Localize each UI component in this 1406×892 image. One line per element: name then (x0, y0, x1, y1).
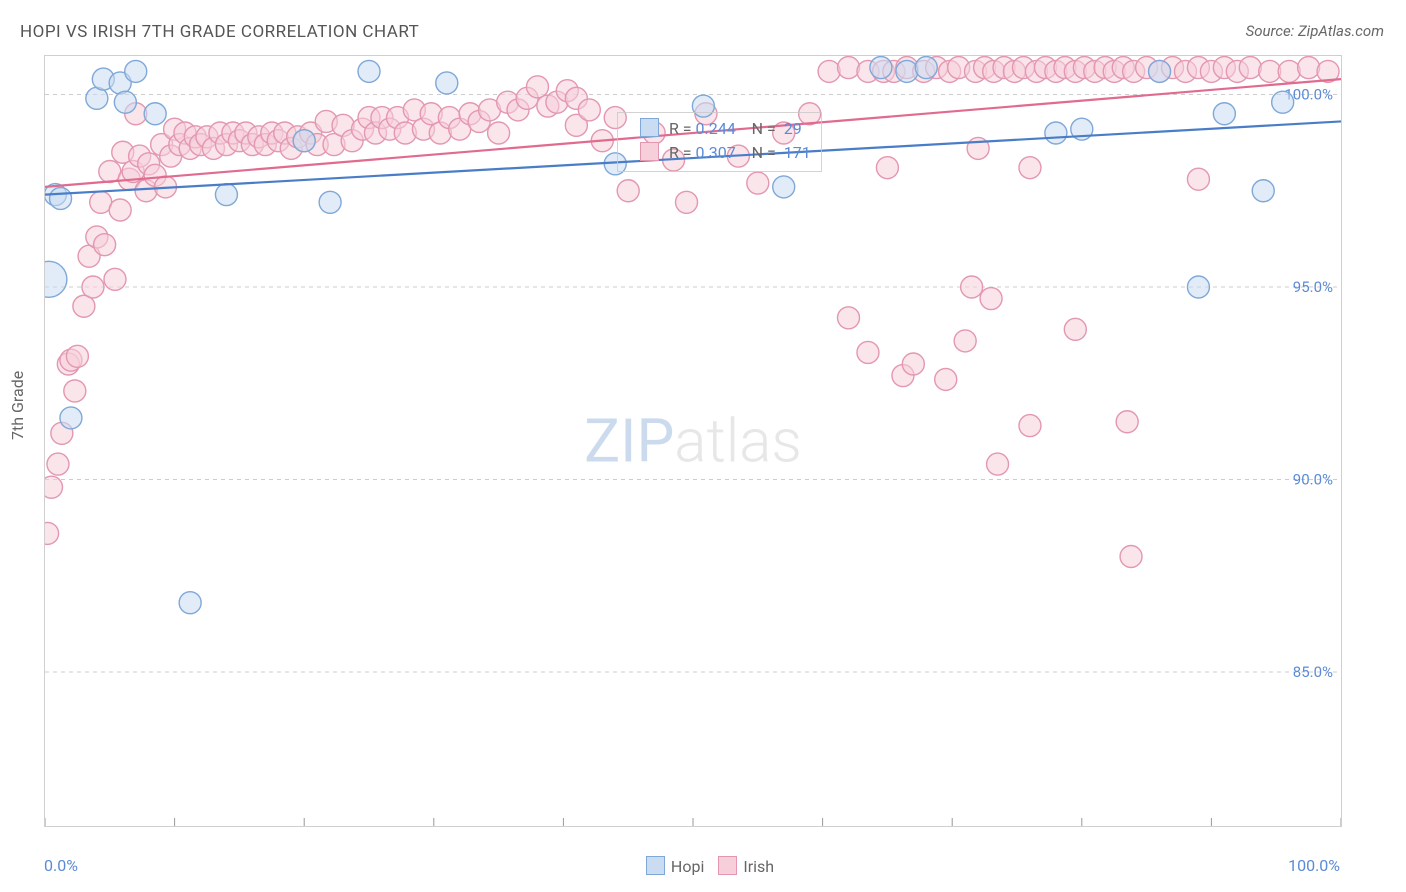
irish-point (1120, 546, 1142, 568)
y-tick-label: 95.0% (1293, 278, 1333, 296)
irish-point (99, 161, 121, 183)
hopi-point (319, 191, 341, 213)
series-legend: Hopi Irish (0, 856, 1406, 876)
irish-point (1239, 57, 1261, 79)
irish-point (82, 276, 104, 298)
irish-point (747, 172, 769, 194)
legend-item: Hopi (632, 857, 704, 876)
hopi-point (1252, 180, 1274, 202)
hopi-point (436, 72, 458, 94)
irish-point (980, 288, 1002, 310)
irish-point (1259, 60, 1281, 82)
y-tick-label: 90.0% (1293, 471, 1333, 489)
hopi-point (773, 176, 795, 198)
hopi-point (1272, 91, 1294, 113)
irish-point (838, 307, 860, 329)
irish-point (876, 157, 898, 179)
irish-point (1116, 411, 1138, 433)
hopi-point (60, 407, 82, 429)
hopi-point (1213, 103, 1235, 125)
irish-point (987, 453, 1009, 475)
irish-point (1019, 157, 1041, 179)
y-axis-label: 7th Grade (8, 371, 27, 440)
hopi-point (179, 592, 201, 614)
irish-point (617, 180, 639, 202)
r-value: 0.307 (696, 143, 736, 162)
legend-series-name: Irish (743, 857, 774, 876)
hopi-point (144, 103, 166, 125)
hopi-point (293, 130, 315, 152)
irish-point (676, 191, 698, 213)
n-label: N = (752, 119, 776, 138)
irish-point (578, 99, 600, 121)
source-label: Source: ZipAtlas.com (1246, 22, 1384, 40)
n-label: N = (752, 143, 776, 162)
plot-area: 85.0%90.0%95.0%100.0% ZIPatlas R = 0.244… (44, 55, 1342, 827)
legend-row: R = 0.307 N = 171 (626, 141, 811, 165)
irish-point (94, 234, 116, 256)
irish-point (1278, 60, 1300, 82)
hopi-point (870, 57, 892, 79)
irish-point (45, 476, 62, 498)
irish-point (1298, 57, 1320, 79)
hopi-point (896, 60, 918, 82)
irish-point (935, 368, 957, 390)
hopi-point (1187, 276, 1209, 298)
hopi-point (915, 57, 937, 79)
irish-point (1064, 318, 1086, 340)
hopi-point (358, 60, 380, 82)
hopi-point (45, 261, 67, 297)
legend-swatch (640, 118, 659, 137)
hopi-point (1045, 122, 1067, 144)
legend-item: Irish (704, 857, 774, 876)
irish-point (45, 522, 59, 544)
legend-swatch (646, 856, 665, 875)
hopi-point (1149, 60, 1171, 82)
irish-point (857, 341, 879, 363)
hopi-point (114, 91, 136, 113)
irish-point (104, 268, 126, 290)
irish-point (66, 345, 88, 367)
irish-point (109, 199, 131, 221)
hopi-point (125, 60, 147, 82)
legend-swatch (718, 856, 737, 875)
irish-point (1019, 415, 1041, 437)
r-value: 0.244 (696, 119, 736, 138)
r-label: R = (669, 143, 692, 162)
irish-point (488, 122, 510, 144)
irish-point (838, 57, 860, 79)
legend-swatch (640, 142, 659, 161)
correlation-legend: R = 0.244 N = 29 R = 0.307 N = 171 (617, 112, 822, 172)
legend-row: R = 0.244 N = 29 (626, 117, 811, 141)
irish-point (954, 330, 976, 352)
irish-point (64, 380, 86, 402)
irish-point (818, 60, 840, 82)
irish-point (90, 191, 112, 213)
n-value: 29 (784, 119, 802, 138)
irish-point (961, 276, 983, 298)
irish-point (47, 453, 69, 475)
chart-title: HOPI VS IRISH 7TH GRADE CORRELATION CHAR… (20, 22, 419, 42)
legend-series-name: Hopi (671, 857, 704, 876)
irish-point (1187, 168, 1209, 190)
hopi-point (50, 187, 72, 209)
hopi-point (215, 184, 237, 206)
r-label: R = (669, 119, 692, 138)
n-value: 171 (784, 143, 811, 162)
y-tick-label: 85.0% (1293, 663, 1333, 681)
irish-point (902, 353, 924, 375)
irish-point (526, 76, 548, 98)
